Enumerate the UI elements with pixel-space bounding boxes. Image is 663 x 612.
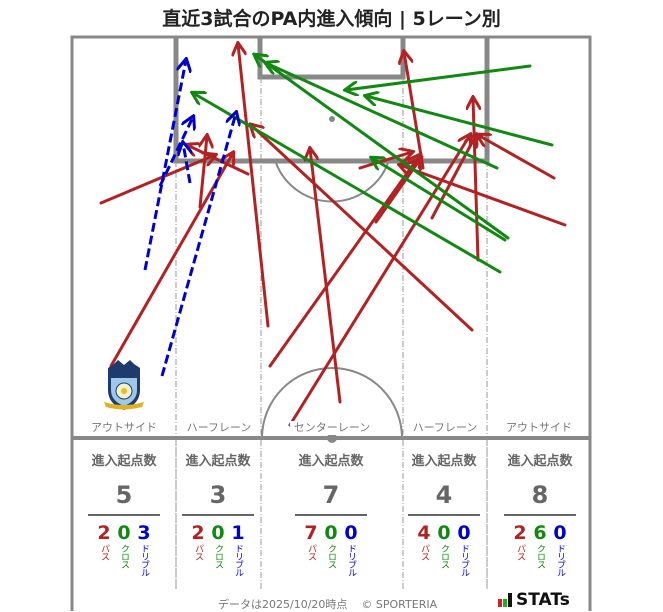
- dribble-count: 0: [457, 522, 471, 544]
- lane-label-outside-right: アウトサイド: [501, 421, 577, 435]
- dribble-label: ドリブル: [346, 544, 356, 576]
- cross-count: 6: [533, 522, 547, 544]
- dribble-label: ドリブル: [459, 544, 469, 576]
- copyright: © SPORTERIA: [361, 598, 438, 611]
- dribble-label: ドリブル: [139, 544, 149, 576]
- cross-label: クロス: [535, 544, 545, 568]
- brand-name: STATs: [516, 590, 570, 610]
- lane-label-center: センターレーン: [290, 421, 374, 435]
- stat-total: 3: [209, 481, 227, 509]
- pass-count: 4: [417, 522, 431, 544]
- center-circle: [261, 367, 403, 439]
- stat-divider: [182, 514, 254, 516]
- cross-label: クロス: [439, 544, 449, 568]
- pass-label: パス: [193, 544, 203, 560]
- dribble-count: 1: [231, 522, 245, 544]
- stat-header: 進入起点数: [507, 454, 573, 469]
- lane-stats-center: 進入起点数 7 7 パス 0 クロス 0 ドリブル: [281, 452, 381, 576]
- stat-header: 進入起点数: [298, 454, 364, 469]
- stat-divider: [88, 514, 160, 516]
- stat-header: 進入起点数: [91, 454, 157, 469]
- bar-chart-icon: [498, 593, 512, 607]
- pass-label: パス: [419, 544, 429, 560]
- stat-divider: [408, 514, 480, 516]
- pass-count: 2: [513, 522, 527, 544]
- cross-label: クロス: [119, 544, 129, 568]
- cross-count: 0: [437, 522, 451, 544]
- dribble-count: 0: [553, 522, 567, 544]
- cross-count: 0: [324, 522, 338, 544]
- pass-label: パス: [515, 544, 525, 560]
- lane-label-halflane-right: ハーフレーン: [408, 421, 482, 435]
- cross-arrows: [193, 55, 554, 274]
- dribble-count: 3: [137, 522, 151, 544]
- team-crest-icon: [104, 360, 144, 410]
- stat-divider: [295, 514, 367, 516]
- pass-count: 2: [191, 522, 205, 544]
- cross-count: 0: [117, 522, 131, 544]
- pass-count: 2: [97, 522, 111, 544]
- penalty-spot: [329, 116, 335, 122]
- data-date: データは2025/10/20時点: [218, 598, 348, 611]
- page-title: 直近3試合のPA内進入傾向 | 5レーン別: [162, 8, 501, 30]
- stat-total: 4: [435, 481, 453, 509]
- pass-label: パス: [306, 544, 316, 560]
- stat-header: 進入起点数: [411, 454, 477, 469]
- stats-logo: STATs: [498, 590, 570, 610]
- cross-label: クロス: [213, 544, 223, 568]
- center-spot: [327, 433, 337, 443]
- stat-header: 進入起点数: [185, 454, 251, 469]
- pass-count: 7: [304, 522, 318, 544]
- lane-stats-outside-right: 進入起点数 8 2 パス 6 クロス 0 ドリブル: [490, 452, 590, 576]
- stat-total: 8: [531, 481, 549, 509]
- stat-total: 5: [115, 481, 133, 509]
- dribble-count: 0: [344, 522, 358, 544]
- stat-total: 7: [322, 481, 340, 509]
- dribble-label: ドリブル: [555, 544, 565, 576]
- pass-label: パス: [99, 544, 109, 560]
- lane-label-outside-left: アウトサイド: [86, 421, 162, 435]
- cross-count: 0: [211, 522, 225, 544]
- lane-label-halflane-left: ハーフレーン: [182, 421, 256, 435]
- dribble-arrows: [143, 60, 236, 377]
- lane-stats-halflane-right: 進入起点数 4 4 パス 0 クロス 0 ドリブル: [394, 452, 494, 576]
- footer-credit: データは2025/10/20時点 © SPORTERIA: [218, 596, 437, 612]
- penalty-area: [173, 37, 490, 164]
- stat-dividers: [175, 440, 488, 590]
- lane-stats-outside-left: 進入起点数 5 2 パス 0 クロス 3 ドリブル: [74, 452, 174, 576]
- pitch-outline: [70, 35, 592, 611]
- cross-label: クロス: [326, 544, 336, 568]
- stat-divider: [504, 514, 576, 516]
- lane-stats-halflane-left: 進入起点数 3 2 パス 0 クロス 1 ドリブル: [168, 452, 268, 576]
- dribble-label: ドリブル: [233, 544, 243, 576]
